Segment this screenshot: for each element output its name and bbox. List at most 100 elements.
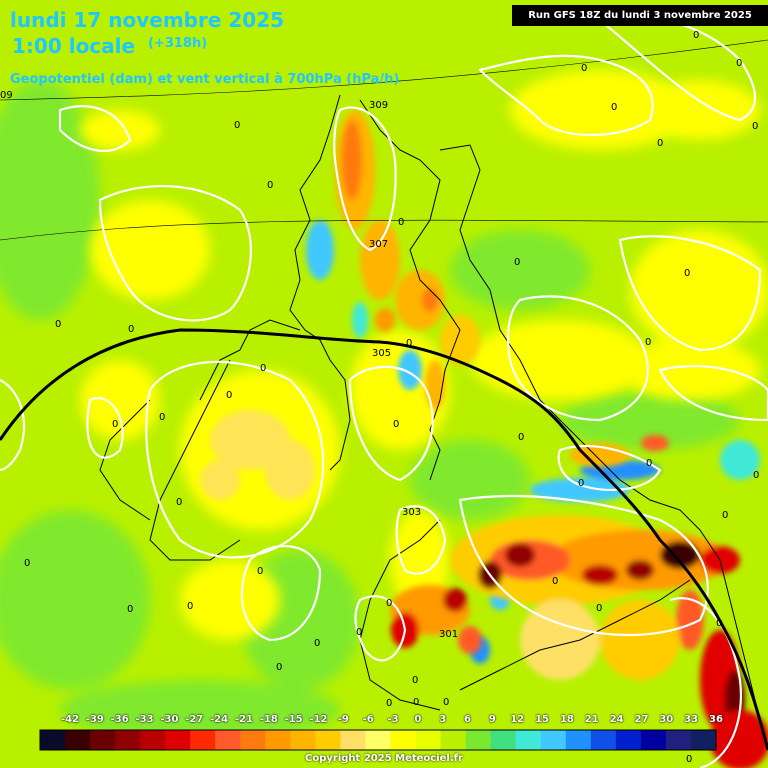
zero-label: 0 [187, 601, 193, 612]
zero-label: 0 [112, 419, 118, 430]
zero-label: 0 [234, 120, 240, 131]
color-scale-tick-label: 15 [535, 714, 550, 725]
geopotential-label-307: 307 [369, 239, 388, 250]
color-scale-tick-label: 9 [488, 714, 496, 725]
zero-label: 0 [24, 558, 30, 569]
zero-label: 0 [127, 604, 133, 615]
color-scale-tick-label: -36 [110, 714, 129, 725]
color-scale-tick-label: -3 [387, 714, 399, 725]
color-scale-swatch [690, 730, 717, 750]
color-scale-tick-label: -33 [135, 714, 154, 725]
zero-label: 0 [314, 638, 320, 649]
zero-label: 0 [257, 566, 263, 577]
color-scale-swatch [165, 730, 191, 750]
color-scale-swatch [540, 730, 567, 750]
color-scale-swatch [365, 730, 392, 750]
color-scale-tick-label: -21 [234, 714, 253, 725]
forecast-local-time: 1:00 locale [12, 34, 136, 58]
color-scale-tick-label: -27 [185, 714, 204, 725]
color-scale-tick-label: -18 [259, 714, 278, 725]
color-scale-labels: -42 -39 -36 -33 -30 -27 -24 -21 -18 -15 -12 -9 -6 -3 0… [40, 714, 723, 728]
zero-label: 0 [753, 470, 759, 481]
descent-strong-band-north [335, 110, 480, 410]
geopotential-label-301: 301 [439, 629, 458, 640]
color-scale-tick-label: 36 [709, 714, 723, 725]
zero-label: 0 [386, 598, 392, 609]
color-scale-swatch [240, 730, 266, 750]
zero-label: 0 [752, 121, 758, 132]
geopotential-label-305: 305 [372, 348, 391, 359]
zero-label: 0 [356, 627, 362, 638]
zero-label: 0 [128, 324, 134, 335]
zero-label: 0 [646, 458, 652, 469]
color-scale-swatch [290, 730, 316, 750]
color-scale-swatch [440, 730, 467, 750]
color-scale-tick-label: 30 [659, 714, 674, 725]
color-scale-swatch [140, 730, 166, 750]
zero-label: 0 [657, 138, 663, 149]
zero-labels: 0 0 0 0 0 0 0 0 0 0 0 0 0 0 0 0 0 0 0 0 0 0 0 0 0 0 0 0 0 0 0 0 0 0 0 0 0 0 0 0… [24, 30, 759, 765]
zero-label: 0 [693, 30, 699, 41]
zero-label: 0 [722, 510, 728, 521]
zero-label: 0 [55, 319, 61, 330]
color-scale-tick-label: -12 [309, 714, 328, 725]
color-scale-swatch [640, 730, 667, 750]
zero-label: 0 [398, 217, 404, 228]
zero-label: 0 [552, 576, 558, 587]
color-scale-swatch [190, 730, 216, 750]
color-scale-swatch [340, 730, 366, 750]
color-scale-tick-label: 0 [414, 714, 422, 725]
zero-label: 0 [226, 390, 232, 401]
zero-label: 0 [406, 338, 412, 349]
geopotential-isohypse [0, 328, 768, 751]
zero-label: 0 [514, 257, 520, 268]
zero-label: 0 [578, 478, 584, 489]
color-scale-tick-label: -42 [60, 714, 80, 725]
color-scale-border [39, 729, 717, 751]
zero-label: 0 [267, 180, 273, 191]
zero-label: 0 [686, 754, 692, 765]
color-scale-swatch [390, 730, 417, 750]
zero-label: 0 [412, 675, 418, 686]
descent-pale-areas [200, 410, 315, 500]
copyright: Copyright 2025 Meteociel.fr [305, 753, 463, 764]
zero-label: 0 [386, 698, 392, 709]
zero-label: 0 [176, 497, 182, 508]
color-scale-swatch [90, 730, 116, 750]
isoline-edge-label: 09 [0, 90, 13, 101]
color-scale-swatch [615, 730, 642, 750]
forecast-date: lundi 17 novembre 2025 [10, 8, 285, 32]
color-scale-tick-label: 21 [584, 714, 599, 725]
zero-label: 0 [393, 419, 399, 430]
zero-label: 0 [716, 618, 722, 629]
geopotential-labels: 309 307 305 303 301 09 [0, 90, 458, 640]
color-scale-tick-label: -39 [85, 714, 104, 725]
color-scale-tick-label: -30 [160, 714, 179, 725]
zero-label: 0 [276, 662, 282, 673]
color-scale-swatch [565, 730, 592, 750]
color-scale-tick-label: -6 [362, 714, 374, 725]
run-info: Run GFS 18Z du lundi 3 novembre 2025 [512, 5, 768, 26]
zero-label: 0 [684, 268, 690, 279]
zero-label: 0 [159, 412, 165, 423]
color-scale-tick-label: 12 [510, 714, 525, 725]
geopotential-label-303: 303 [402, 507, 421, 518]
zero-label: 0 [413, 697, 419, 708]
color-scale-swatch [115, 730, 141, 750]
parameter-title: Geopotentiel (dam) et vent vertical à 70… [10, 72, 400, 87]
zero-label: 0 [596, 603, 602, 614]
color-scale-tick-label: 33 [684, 714, 699, 725]
color-scale-tick-label: 6 [464, 714, 472, 725]
color-scale-swatch [415, 730, 442, 750]
zero-label: 0 [518, 432, 524, 443]
color-scale-swatch [40, 730, 66, 750]
color-scale-tick-label: -15 [284, 714, 303, 725]
zero-label: 0 [645, 337, 651, 348]
color-scale-swatch [515, 730, 542, 750]
color-scale-tick-label: -24 [210, 714, 229, 725]
zero-label: 0 [260, 363, 266, 374]
color-scale-swatch [65, 730, 91, 750]
color-scale-tick-label: -9 [337, 714, 349, 725]
graticule [0, 39, 768, 241]
